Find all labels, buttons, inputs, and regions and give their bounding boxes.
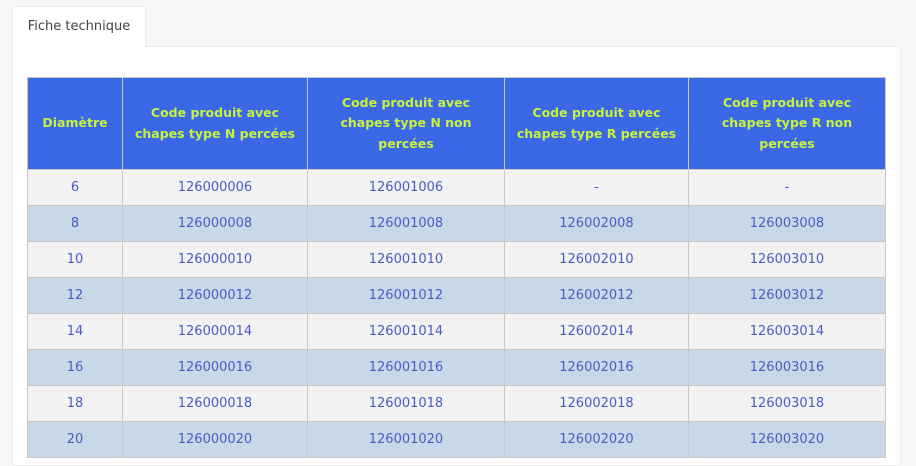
table-cell: 126001014 xyxy=(307,313,505,350)
spec-table: Diamètre Code produit avec chapes type N … xyxy=(27,77,886,458)
table-cell: 20 xyxy=(27,421,123,458)
table-row: 8 126000008 126001008 126002008 126003008 xyxy=(27,205,886,242)
table-cell: 126002020 xyxy=(504,421,689,458)
header-row: Diamètre Code produit avec chapes type N … xyxy=(27,77,886,170)
table-cell: 126002012 xyxy=(504,277,689,314)
table-cell: 126001012 xyxy=(307,277,505,314)
table-cell: 126003014 xyxy=(688,313,886,350)
table-cell: 8 xyxy=(27,205,123,242)
table-cell: 6 xyxy=(27,169,123,206)
tab-fiche-technique[interactable]: Fiche technique xyxy=(12,6,146,47)
table-cell: 126001006 xyxy=(307,169,505,206)
table-cell: 126000006 xyxy=(122,169,308,206)
table-cell: 126003010 xyxy=(688,241,886,278)
table-cell: 126002014 xyxy=(504,313,689,350)
table-cell: 126002018 xyxy=(504,385,689,422)
table-row: 10 126000010 126001010 126002010 126003010 xyxy=(27,241,886,278)
table-cell: 10 xyxy=(27,241,123,278)
table-cell: 126000016 xyxy=(122,349,308,386)
table-row: 14 126000014 126001014 126002014 126003014 xyxy=(27,313,886,350)
table-cell: 126001010 xyxy=(307,241,505,278)
table-cell: 126003018 xyxy=(688,385,886,422)
column-header: Code produit avec chapes type R percées xyxy=(504,77,689,170)
table-cell: - xyxy=(504,169,689,206)
table-row: 6 126000006 126001006- - xyxy=(27,169,886,206)
table-cell: 12 xyxy=(27,277,123,314)
table-cell: 126003016 xyxy=(688,349,886,386)
table-cell: 126000008 xyxy=(122,205,308,242)
table-cell: 126000020 xyxy=(122,421,308,458)
column-header: Code produit avec chapes type N non perc… xyxy=(307,77,505,170)
table-row: 20 126000020 126001020 126002020 126003020 xyxy=(27,421,886,458)
table-cell: 126003012 xyxy=(688,277,886,314)
table-row: 18 126000018 126001018 126002018 126003018 xyxy=(27,385,886,422)
column-header: Diamètre xyxy=(27,77,123,170)
table-row: 16 126000016 126001016 126002016 126003016 xyxy=(27,349,886,386)
table-cell: 126001016 xyxy=(307,349,505,386)
table-cell: 18 xyxy=(27,385,123,422)
table-cell: 126003008 xyxy=(688,205,886,242)
table-cell: 126001018 xyxy=(307,385,505,422)
table-cell: 16 xyxy=(27,349,123,386)
table-cell: 126000014 xyxy=(122,313,308,350)
table-cell: 126001020 xyxy=(307,421,505,458)
table-row: 12 126000012 126001012 126002012 126003012 xyxy=(27,277,886,314)
column-header: Code produit avec chapes type R non perc… xyxy=(688,77,886,170)
table-cell: 126000012 xyxy=(122,277,308,314)
column-header: Code produit avec chapes type N percées xyxy=(122,77,308,170)
table-cell: 126001008 xyxy=(307,205,505,242)
table-cell: 14 xyxy=(27,313,123,350)
table-cell: 126002016 xyxy=(504,349,689,386)
table-cell: 126002008 xyxy=(504,205,689,242)
table-cell: - xyxy=(688,169,886,206)
table-cell: 126000018 xyxy=(122,385,308,422)
table-cell: 126000010 xyxy=(122,241,308,278)
table-cell: 126003020 xyxy=(688,421,886,458)
table-cell: 126002010 xyxy=(504,241,689,278)
